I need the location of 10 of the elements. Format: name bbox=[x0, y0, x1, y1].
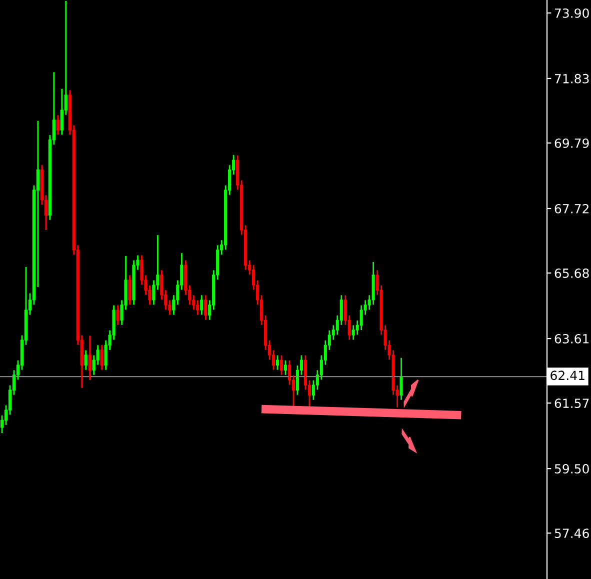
y-tick-label: 57.46 bbox=[554, 528, 589, 538]
y-tick-label: 65.68 bbox=[554, 268, 589, 278]
y-tick-label: 63.61 bbox=[554, 334, 589, 344]
y-tick-label: 67.72 bbox=[554, 204, 588, 214]
y-tick-label: 69.79 bbox=[554, 138, 589, 148]
y-tick-label: 59.50 bbox=[554, 464, 589, 474]
y-tick-label: 61.57 bbox=[554, 398, 589, 408]
y-tick-label: 71.83 bbox=[554, 74, 589, 84]
y-tick-label: 73.90 bbox=[554, 8, 589, 18]
ref-line-label: 62.41 bbox=[550, 370, 584, 380]
